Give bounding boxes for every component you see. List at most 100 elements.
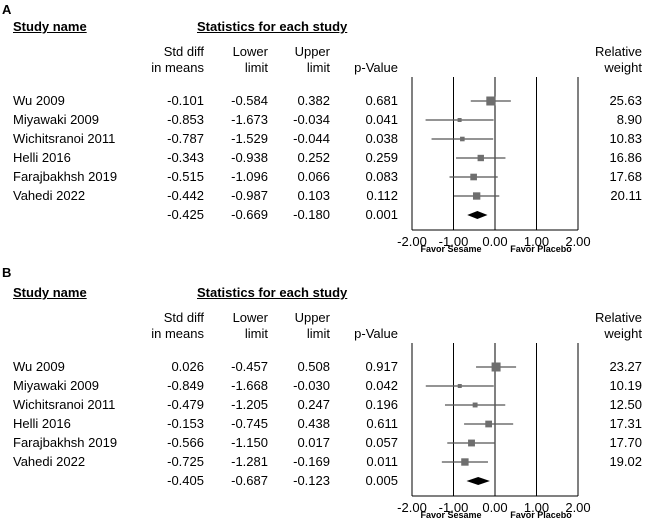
p-value: 0.196 [365,397,398,412]
upper-limit-value: 0.508 [297,359,330,374]
upper-header-line2: limit [306,326,330,341]
pooled-std-diff-value: -0.425 [167,207,204,222]
upper-header-line2: limit [306,60,330,75]
p-value: 0.259 [365,150,398,165]
std-diff-value: -0.787 [167,131,204,146]
x-tick-label: 1.00 [523,500,550,515]
std-diff-header-line2: in means [151,326,204,341]
x-tick-label: 0.00 [482,234,508,249]
p-value: 0.042 [365,378,398,393]
effect-size-marker [472,192,481,200]
upper-header-line1: Upper [294,310,330,325]
pooled-upper-limit-value: -0.123 [293,473,330,488]
effect-size-marker [457,118,462,122]
pooled-upper-limit-value: -0.180 [293,207,330,222]
p-value-header: p-Value [354,60,398,75]
upper-limit-value: 0.103 [297,188,330,203]
effect-size-marker [457,384,462,388]
lower-limit-value: -1.673 [231,112,268,127]
std-diff-value: -0.566 [167,435,204,450]
upper-header-line1: Upper [294,44,330,59]
x-tick-label: 2.00 [565,500,591,515]
statistics-header: Statistics for each study [197,19,348,34]
lower-limit-value: -0.457 [231,359,268,374]
study-name: Farajbakhsh 2019 [13,435,118,450]
relative-weight-value: 17.31 [609,416,642,431]
relative-weight-value: 8.90 [616,112,642,127]
std-diff-value: -0.853 [167,112,204,127]
x-tick-label: -2.00 [397,234,427,249]
upper-limit-value: -0.030 [293,378,330,393]
weight-header-line1: Relative [595,44,642,59]
forest-plot-panel-b: B Study name Statistics for each study S… [0,263,649,525]
relative-weight-value: 17.70 [609,435,642,450]
p-value: 0.041 [365,112,398,127]
study-name: Farajbakhsh 2019 [13,169,118,184]
upper-limit-value: 0.252 [297,150,330,165]
study-name: Wichitsranoi 2011 [13,397,116,412]
lower-limit-value: -1.150 [231,435,268,450]
effect-size-marker [470,173,477,181]
pooled-std-diff-value: -0.405 [167,473,204,488]
relative-weight-value: 16.86 [609,150,642,165]
lower-limit-value: -0.987 [231,188,268,203]
effect-size-marker [491,362,501,372]
effect-size-marker [486,96,496,106]
forest-plot-panel-a: A Study name Statistics for each study S… [0,0,649,262]
x-tick-label: 1.00 [523,234,550,249]
effect-size-marker [477,154,484,162]
std-diff-value: -0.479 [167,397,204,412]
pooled-lower-limit-value: -0.687 [231,473,268,488]
lower-limit-value: -1.668 [231,378,268,393]
x-tick-label: 0.00 [482,500,508,515]
std-diff-header-line1: Std diff [163,44,204,59]
upper-limit-value: 0.066 [297,169,330,184]
statistics-header: Statistics for each study [197,285,348,300]
std-diff-value: -0.343 [167,150,204,165]
relative-weight-value: 10.19 [609,378,642,393]
std-diff-value: -0.101 [167,93,204,108]
upper-limit-value: 0.438 [297,416,330,431]
pooled-p-value: 0.001 [365,207,398,222]
relative-weight-value: 23.27 [609,359,642,374]
upper-limit-value: 0.247 [297,397,330,412]
std-diff-value: 0.026 [171,359,204,374]
x-tick-label: 2.00 [565,234,591,249]
study-name: Helli 2016 [13,150,71,165]
study-name-header: Study name [13,285,87,300]
lower-limit-value: -0.938 [231,150,268,165]
pooled-effect-diamond [466,477,490,485]
weight-header-line1: Relative [595,310,642,325]
relative-weight-value: 20.11 [610,188,642,203]
favor-left-label: Favor Sesame [420,244,482,254]
p-value: 0.083 [365,169,398,184]
weight-header-line2: weight [604,60,642,75]
x-tick-label: -1.00 [438,234,469,249]
lower-limit-value: -1.205 [231,397,268,412]
forest-plot-svg [411,343,579,497]
x-tick-label: -2.00 [397,500,427,515]
std-diff-header-line1: Std diff [163,310,204,325]
favor-right-label: Favor Placebo [510,510,572,520]
study-name: Miyawaki 2009 [13,378,99,393]
p-value-header: p-Value [354,326,398,341]
study-name: Vahedi 2022 [13,454,86,469]
relative-weight-value: 17.68 [609,169,642,184]
panel-label: A [2,2,12,17]
pooled-effect-diamond [467,211,488,219]
std-diff-value: -0.515 [167,169,204,184]
study-name: Wu 2009 [13,359,65,374]
std-diff-header-line2: in means [151,60,204,75]
p-value: 0.038 [365,131,398,146]
p-value: 0.057 [365,435,398,450]
weight-header-line2: weight [604,326,642,341]
std-diff-value: -0.153 [167,416,204,431]
lower-limit-value: -0.745 [231,416,268,431]
upper-limit-value: 0.382 [297,93,330,108]
p-value: 0.112 [366,188,398,203]
p-value: 0.611 [366,416,398,431]
upper-limit-value: 0.017 [297,435,330,450]
relative-weight-value: 19.02 [609,454,642,469]
study-name: Miyawaki 2009 [13,112,99,127]
study-name: Vahedi 2022 [13,188,86,203]
